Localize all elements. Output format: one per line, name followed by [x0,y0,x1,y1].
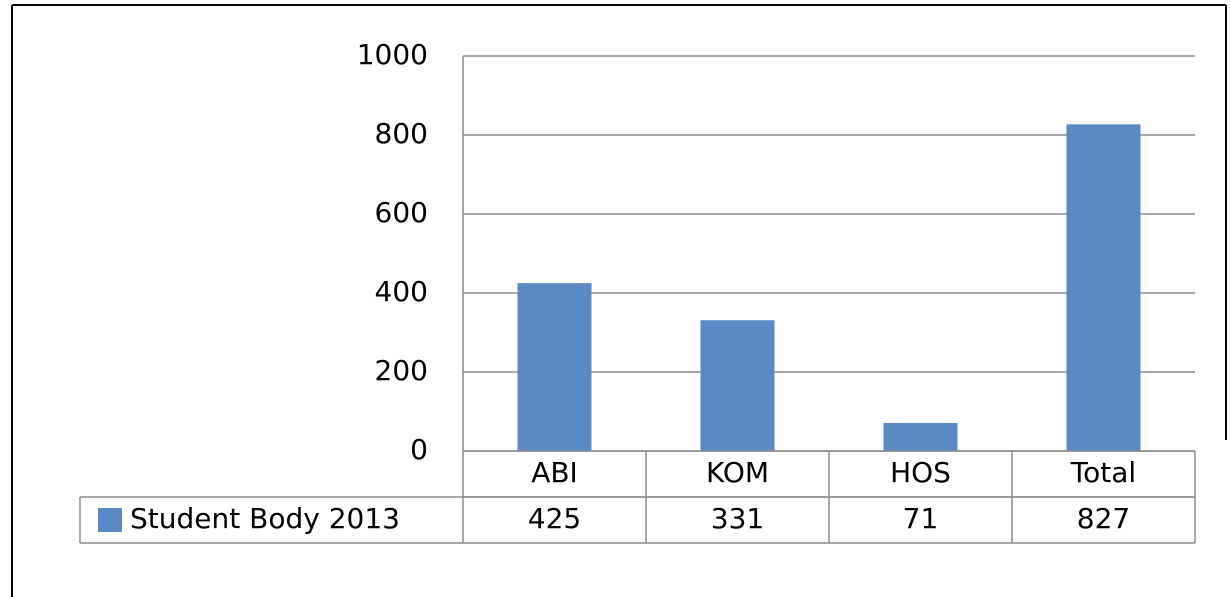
x-tick-label: KOM [706,456,769,489]
y-tick-label: 200 [375,354,428,387]
bar [1066,124,1141,452]
bar [883,422,958,451]
table-value: 331 [711,502,764,535]
y-tick-label: 0 [410,433,428,466]
x-tick-label: Total [1070,456,1136,489]
bar [517,283,592,451]
y-tick-label: 600 [375,196,428,229]
legend-label: Student Body 2013 [130,502,400,535]
x-tick-label: HOS [890,456,951,489]
table-value: 827 [1077,502,1130,535]
x-tick-label: ABI [531,456,578,489]
legend-swatch [98,508,122,532]
y-tick-label: 400 [375,275,428,308]
table-value: 71 [903,502,939,535]
table-value: 425 [528,502,581,535]
y-tick-label: 800 [375,117,428,150]
bar [700,320,775,451]
y-tick-label: 1000 [357,38,428,71]
